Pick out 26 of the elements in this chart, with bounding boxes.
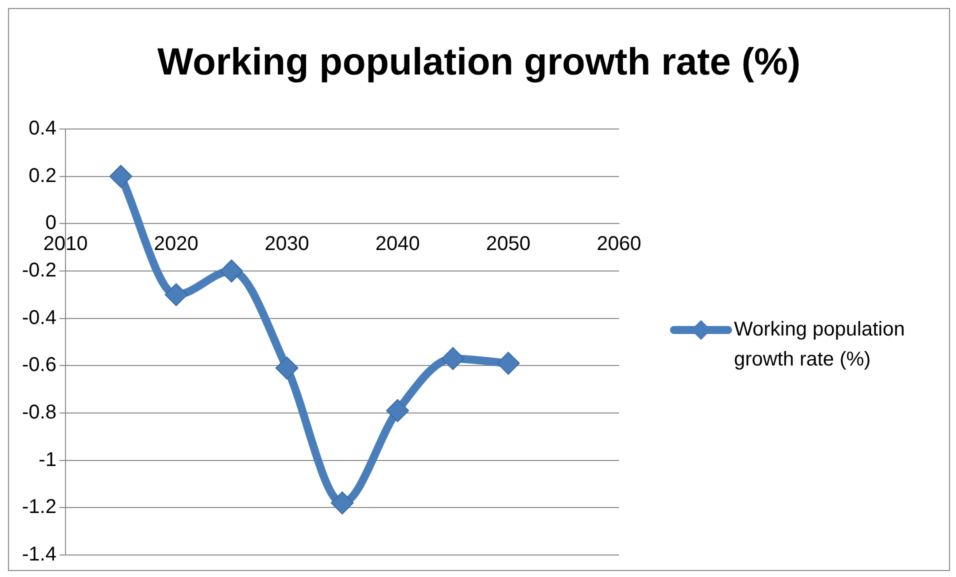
x-tick-label: 2040 — [375, 233, 420, 256]
point — [220, 260, 244, 282]
legend-label: Working population growth rate (%) — [734, 318, 905, 371]
x-tick-label: 2010 — [43, 233, 88, 256]
point — [109, 164, 132, 188]
point — [330, 491, 354, 514]
x-tick-label: 2060 — [596, 233, 642, 256]
chart-title: Working population growth rate (%) — [157, 41, 801, 84]
x-tick-label: 2020 — [154, 233, 198, 256]
y-tick-label: -0.6 — [22, 354, 56, 376]
x-tick-label: 2050 — [486, 233, 531, 256]
y-tick-label: -0.8 — [22, 402, 56, 424]
y-tick-label: -1 — [38, 448, 56, 471]
point — [275, 356, 298, 380]
point — [386, 399, 410, 422]
y-tick-label: 0.4 — [28, 118, 56, 140]
y-tick-label: 0.2 — [28, 164, 56, 187]
y-tick-label: -0.2 — [22, 260, 56, 282]
y-tick-label: -1.2 — [22, 496, 56, 518]
point — [164, 283, 188, 306]
point — [496, 352, 520, 375]
y-tick-label: -0.4 — [22, 306, 56, 329]
x-tick-label: 2030 — [264, 233, 310, 256]
y-tick-label: 0 — [45, 212, 56, 234]
y-tick-label: -1.4 — [22, 544, 56, 566]
point — [441, 347, 464, 370]
